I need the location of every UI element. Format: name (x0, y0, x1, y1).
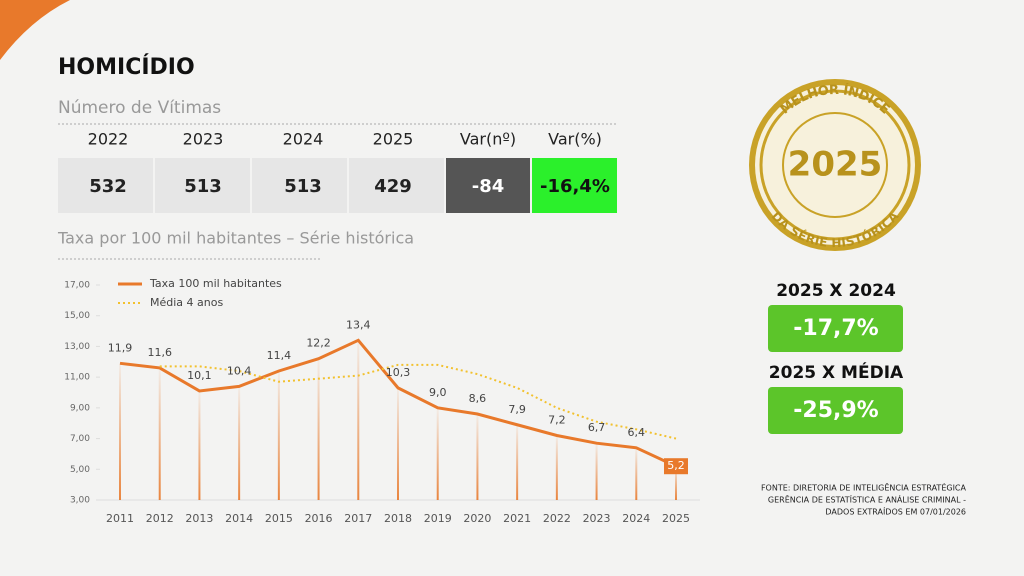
y-tick-label: 9,00 (70, 403, 90, 413)
drop-line (397, 387, 399, 500)
legend-label: Taxa 100 mil habitantes (149, 277, 282, 290)
x-tick-label: 2011 (106, 512, 134, 525)
legend-label: Média 4 anos (150, 296, 223, 309)
table-value: 429 (374, 176, 412, 197)
column-header: Var(nº) (460, 130, 516, 149)
y-tick-label: 15,00 (64, 311, 90, 321)
column-header: 2025 (373, 130, 414, 149)
drop-line (555, 435, 558, 500)
x-tick-label: 2025 (662, 512, 690, 525)
comparison-label: 2025 X MÉDIA (769, 361, 904, 383)
drop-line (277, 371, 280, 500)
x-tick-label: 2023 (583, 512, 611, 525)
column-header: Var(%) (548, 130, 602, 149)
data-label: 11,9 (108, 341, 133, 354)
table-cell (532, 158, 617, 213)
title: HOMICÍDIO (58, 54, 195, 80)
column-header: 2023 (183, 130, 224, 149)
table-cell (155, 158, 250, 213)
table-value: -16,4% (540, 176, 610, 197)
drop-line (357, 340, 360, 500)
drop-line (198, 390, 201, 500)
data-label: 8,6 (469, 392, 487, 405)
x-tick-label: 2016 (305, 512, 333, 525)
table-cell (446, 158, 530, 213)
x-tick-label: 2020 (463, 512, 491, 525)
label-box (664, 458, 688, 475)
data-label: 11,4 (267, 349, 292, 362)
comparison-label: 2025 X 2024 (776, 281, 896, 301)
table-cell (349, 158, 444, 213)
data-label: 6,7 (588, 421, 606, 434)
badge-year: 2025 (788, 145, 883, 185)
table-cell (252, 158, 347, 213)
subtitle: Número de Vítimas (58, 98, 221, 118)
x-tick-label: 2021 (503, 512, 531, 525)
data-label: 13,4 (346, 318, 371, 331)
x-tick-label: 2018 (384, 512, 412, 525)
y-tick-label: 3,00 (70, 496, 90, 506)
data-label: 10,3 (386, 366, 411, 379)
data-label: 10,1 (187, 369, 212, 382)
comparison-box (768, 305, 903, 352)
badge (759, 89, 911, 241)
x-tick-label: 2013 (185, 512, 213, 525)
data-label: 7,2 (548, 414, 566, 427)
corner-accent (0, 0, 70, 60)
data-label: 7,9 (508, 403, 526, 416)
x-tick-label: 2017 (344, 512, 372, 525)
source-line: FONTE: DIRETORIA DE INTELIGÊNCIA ESTRATÉ… (761, 482, 967, 493)
source-line: GERÊNCIA DE ESTATÍSTICA E ANÁLISE CRIMIN… (768, 494, 966, 505)
x-tick-label: 2024 (622, 512, 650, 525)
chart-title: Taxa por 100 mil habitantes – Série hist… (57, 229, 414, 248)
y-tick-label: 11,00 (64, 373, 90, 383)
data-label: 11,6 (147, 346, 172, 359)
x-tick-label: 2012 (146, 512, 174, 525)
comparison-box (768, 387, 903, 434)
drop-line (595, 443, 598, 500)
data-label: 12,2 (306, 337, 331, 350)
x-tick-label: 2015 (265, 512, 293, 525)
data-label: 10,4 (227, 364, 252, 377)
drop-line (635, 447, 638, 500)
data-label: 5,2 (667, 459, 685, 472)
drop-line (675, 466, 677, 500)
table-cell (58, 158, 153, 213)
comparison-value: -17,7% (793, 316, 878, 341)
column-header: 2024 (283, 130, 324, 149)
x-tick-label: 2022 (543, 512, 571, 525)
y-tick-label: 13,00 (64, 342, 90, 352)
data-label: 6,4 (628, 426, 646, 439)
series-line (119, 338, 677, 468)
x-tick-label: 2019 (424, 512, 452, 525)
y-tick-label: 7,00 (70, 434, 90, 444)
column-header: 2022 (88, 130, 129, 149)
series-line (159, 363, 677, 440)
drop-line (158, 367, 161, 500)
source-line: DADOS EXTRAÍDOS EM 07/01/2026 (825, 506, 966, 517)
drop-line (436, 407, 439, 500)
y-tick-label: 17,00 (64, 281, 90, 291)
table-value: 513 (184, 176, 222, 197)
y-tick-label: 5,00 (70, 465, 90, 475)
table-value: 513 (284, 176, 322, 197)
badge (782, 112, 888, 218)
table-value: 532 (89, 176, 127, 197)
badge (755, 85, 915, 245)
drop-line (317, 358, 320, 500)
comparison-value: -25,9% (793, 398, 878, 423)
data-label: 9,0 (429, 386, 447, 399)
x-tick-label: 2014 (225, 512, 253, 525)
drop-line (238, 386, 241, 500)
drop-line (516, 424, 519, 500)
drop-line (119, 363, 121, 500)
drop-line (476, 414, 479, 500)
table-value: -84 (472, 176, 505, 197)
